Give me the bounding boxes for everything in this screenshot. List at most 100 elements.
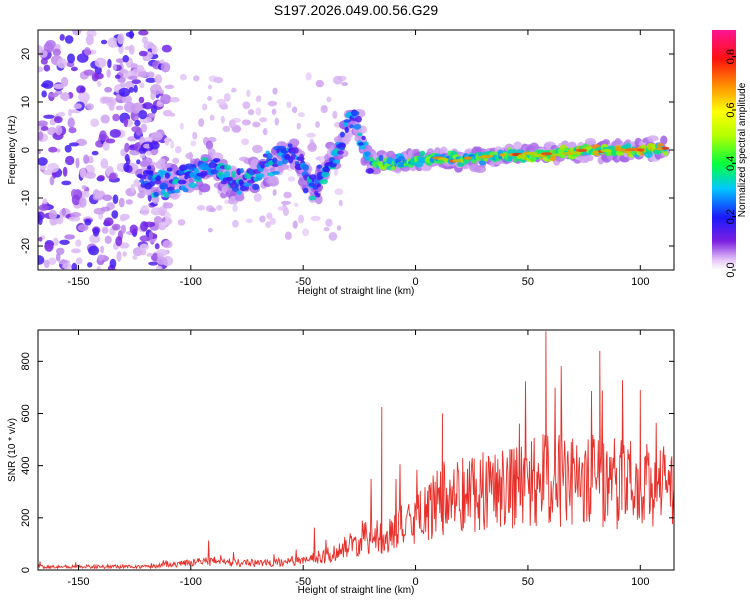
heatmap-blob <box>277 206 285 211</box>
heatmap-blob <box>201 157 209 162</box>
heatmap-blob <box>148 141 160 150</box>
heatmap-blob <box>179 73 187 81</box>
heatmap-blob <box>64 144 72 153</box>
heatmap-blob <box>97 254 105 262</box>
heatmap-blob <box>216 98 226 105</box>
heatmap-blob <box>107 37 119 48</box>
heatmap-blob <box>549 155 557 162</box>
heatmap-blob <box>81 185 87 190</box>
heatmap-blob <box>164 136 170 146</box>
heatmap-blob <box>637 148 645 152</box>
spectrogram-x-label: Height of straight line (km) <box>298 286 415 297</box>
heatmap-blob <box>67 117 75 129</box>
heatmap-blob <box>517 154 527 158</box>
heatmap-blob <box>222 125 231 132</box>
heatmap-blob <box>67 53 76 64</box>
heatmap-blob <box>68 127 77 134</box>
heatmap-blob <box>148 230 154 241</box>
heatmap-blob <box>337 150 344 155</box>
heatmap-blob <box>223 92 231 102</box>
heatmap-blob <box>355 115 362 123</box>
heatmap-blob <box>84 46 91 56</box>
heatmap-blob <box>164 84 175 90</box>
heatmap-blob <box>137 192 146 199</box>
heatmap-blob <box>132 254 138 260</box>
heatmap-blob <box>326 96 332 103</box>
heatmap-blob <box>40 58 48 65</box>
heatmap-blob <box>76 53 89 63</box>
heatmap-blob <box>94 66 102 75</box>
heatmap-blob <box>162 202 174 209</box>
heatmap-blob <box>40 125 49 132</box>
heatmap-blob <box>207 84 213 90</box>
heatmap-blob <box>61 92 70 102</box>
heatmap-blob <box>139 153 146 159</box>
heatmap-blob <box>118 197 125 208</box>
heatmap-blob <box>140 221 149 232</box>
heatmap-blob <box>72 30 82 36</box>
heatmap-blob <box>163 192 169 199</box>
heatmap-blob <box>43 64 51 72</box>
x-tick-label: -150 <box>67 276 89 288</box>
heatmap-blob <box>100 114 110 124</box>
heatmap-blob <box>661 146 670 150</box>
colorbar-tick-label: 0.8 <box>725 49 737 64</box>
colorbar-label: Normalized spectral amplitude <box>737 82 748 217</box>
heatmap-blob <box>75 239 82 247</box>
heatmap-blob <box>349 124 354 129</box>
heatmap-blob <box>154 74 163 85</box>
heatmap-blob <box>104 86 113 93</box>
heatmap-blob <box>48 146 58 153</box>
heatmap-blob <box>139 235 151 242</box>
heatmap-blob <box>132 247 143 257</box>
heatmap-blob <box>507 148 515 155</box>
heatmap-blob <box>284 231 292 240</box>
heatmap-blob <box>38 49 48 58</box>
heatmap-blob <box>207 227 213 233</box>
heatmap-blob <box>252 183 260 191</box>
heatmap-blob <box>107 58 112 69</box>
heatmap-blob <box>308 195 317 201</box>
heatmap-blob <box>156 256 168 265</box>
heatmap-blob <box>44 241 54 252</box>
heatmap-blob <box>47 257 57 265</box>
heatmap-blob <box>143 41 154 51</box>
heatmap-blob <box>138 110 148 120</box>
heatmap-blob <box>265 221 272 228</box>
heatmap-blob <box>283 191 292 199</box>
heatmap-blob <box>170 192 180 200</box>
heatmap-blob <box>302 187 309 194</box>
heatmap-blob <box>150 131 163 142</box>
heatmap-blob <box>102 194 113 201</box>
heatmap-blob <box>272 87 278 95</box>
heatmap-blob <box>48 92 59 98</box>
heatmap-blob <box>120 224 126 234</box>
heatmap-blob <box>252 144 263 154</box>
heatmap-blob <box>421 165 432 172</box>
heatmap-blob <box>128 86 135 93</box>
heatmap-blob <box>65 155 75 166</box>
heatmap-blob <box>118 87 131 97</box>
y-tick-label: -10 <box>20 190 32 206</box>
heatmap-blob <box>456 162 465 167</box>
x-tick-label: 50 <box>522 576 534 588</box>
heatmap-blob <box>243 182 252 187</box>
heatmap-blob <box>48 209 58 220</box>
heatmap-blob <box>109 172 117 181</box>
snr-y-label: SNR (10 * v/v) <box>7 418 18 482</box>
snr-x-label: Height of straight line (km) <box>298 585 415 596</box>
heatmap-blob <box>437 157 449 161</box>
heatmap-blob <box>91 72 99 82</box>
heatmap-blob <box>123 162 130 173</box>
heatmap-blob <box>162 240 173 249</box>
heatmap-blob <box>334 188 344 196</box>
colorbar-tick-label: 0.2 <box>725 209 737 224</box>
heatmap-blob <box>71 248 81 254</box>
heatmap-blob <box>287 143 293 148</box>
heatmap-blob <box>325 218 333 227</box>
heatmap-blob <box>600 149 612 153</box>
heatmap-blob <box>272 189 277 196</box>
y-tick-label: 400 <box>20 456 32 474</box>
heatmap-blob <box>111 210 119 219</box>
heatmap-blob <box>357 132 363 137</box>
